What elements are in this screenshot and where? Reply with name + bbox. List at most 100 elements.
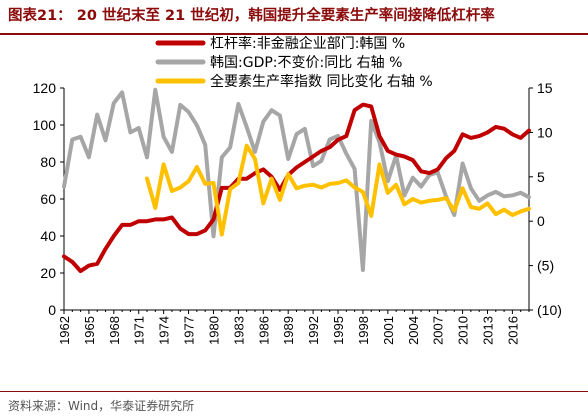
- series-1-point: [311, 164, 315, 168]
- source-note: 资料来源：Wind，华泰证券研究所: [8, 399, 195, 413]
- series-1-point: [486, 194, 489, 197]
- series-0-point: [511, 133, 514, 136]
- series-0-point: [154, 218, 157, 221]
- series-1-point: [386, 180, 389, 183]
- series-0-point: [453, 149, 456, 153]
- series-1-point: [370, 119, 373, 123]
- series-2-point: [278, 198, 282, 202]
- series-0-point: [328, 146, 331, 149]
- x-tick-label: 2004: [406, 316, 421, 345]
- legend-label: 杠杆率:非金融企业部门:韩国 %: [210, 35, 405, 52]
- series-1-point: [411, 176, 414, 179]
- series-1-point: [336, 134, 340, 138]
- x-tick-label: 2013: [480, 316, 495, 345]
- series-1-point: [195, 124, 199, 127]
- x-tick-label: 2001: [381, 316, 396, 345]
- left-tick-label: 100: [33, 117, 57, 133]
- series-1-point: [112, 101, 116, 105]
- series-0-point: [370, 105, 373, 108]
- series-1-point: [278, 114, 282, 117]
- series-0-point: [129, 223, 132, 227]
- series-1-point: [295, 133, 298, 136]
- series-1-point: [220, 156, 223, 159]
- x-tick-label: 1980: [206, 316, 221, 345]
- series-1-point: [519, 191, 522, 194]
- left-tick-label: 20: [40, 265, 56, 281]
- x-tick-label: 2007: [431, 316, 446, 345]
- series-1-point: [228, 146, 232, 149]
- series-0-point: [444, 157, 448, 160]
- series-2-point: [237, 181, 240, 185]
- series-0-point: [179, 227, 182, 230]
- left-tick-label: 120: [33, 80, 57, 96]
- series-2-point: [345, 179, 348, 182]
- series-1-point: [511, 194, 514, 197]
- series-0-point: [204, 229, 207, 232]
- series-1-point: [187, 110, 190, 114]
- series-2-point: [370, 214, 373, 218]
- series-0-point: [378, 134, 381, 138]
- series-1-point: [328, 138, 331, 141]
- series-1-point: [79, 135, 82, 138]
- series-1-point: [262, 120, 265, 123]
- series-0-point: [71, 260, 74, 264]
- series-0-point: [104, 247, 107, 251]
- series-2-point: [262, 202, 265, 205]
- series-0-point: [345, 134, 348, 138]
- series-0-point: [278, 188, 282, 191]
- series-0-point: [461, 133, 464, 136]
- series-2-point: [478, 207, 481, 210]
- series-0-point: [320, 149, 323, 153]
- left-axis-ticks: 0 20 40 60 80 100 120: [33, 80, 64, 318]
- x-tick-label: 2010: [456, 316, 471, 345]
- series-1-point: [403, 194, 406, 197]
- series-1-point: [129, 131, 132, 134]
- series-1-point: [62, 185, 66, 188]
- right-tick-label: (10): [537, 302, 562, 318]
- x-tick-label: 1974: [157, 316, 172, 345]
- series-2-point: [328, 182, 331, 186]
- series-1-point: [527, 196, 531, 199]
- series-2-point: [527, 207, 531, 210]
- series-0-point: [486, 131, 489, 134]
- series-2-point: [336, 181, 340, 185]
- series-2-point: [444, 196, 448, 200]
- series-2-point: [502, 208, 506, 211]
- right-axis-ticks: (10) (5) 0 5 10 15: [529, 80, 562, 318]
- series-0-point: [428, 171, 431, 175]
- series-2-point: [461, 187, 464, 190]
- series-1-point: [179, 103, 182, 107]
- series-2-point: [419, 201, 423, 204]
- series-2-point: [311, 183, 315, 186]
- series-0-point: [336, 138, 340, 141]
- chart-title: 图表21： 20 世纪末至 21 世纪初，韩国提升全要素生产率间接降低杠杆率: [8, 8, 495, 24]
- series-0-point: [162, 218, 165, 221]
- series-1-point: [104, 139, 107, 142]
- series-1-point: [71, 138, 74, 141]
- legend-label: 韩国:GDP:不变价:同比 右轴 %: [210, 55, 402, 71]
- series-2-point: [428, 199, 431, 202]
- series-line-1: [62, 87, 531, 272]
- left-tick-label: 40: [40, 228, 56, 244]
- x-axis-ticks: 1962 1965 1968 1971 1974 1977 1980 1983 1986 1989…: [57, 310, 530, 345]
- series-1-point: [345, 152, 348, 155]
- series-1-point: [320, 159, 323, 162]
- footer-divider: [0, 391, 588, 392]
- series-2-point: [245, 144, 248, 147]
- series-2-point: [170, 189, 174, 193]
- series-2-point: [320, 186, 323, 189]
- series-2-point: [253, 157, 257, 161]
- left-tick-label: 0: [48, 302, 56, 318]
- series-2-point: [220, 233, 223, 236]
- right-tick-label: 10: [537, 124, 553, 140]
- series-0-point: [303, 160, 306, 164]
- series-layer: [62, 87, 531, 274]
- x-tick-label: 1965: [82, 316, 97, 345]
- series-0-point: [353, 109, 356, 112]
- left-tick-label: 80: [40, 154, 56, 170]
- series-2-point: [179, 186, 182, 189]
- series-1-point: [453, 213, 456, 217]
- series-2-point: [195, 165, 199, 169]
- series-2-point: [204, 182, 207, 186]
- series-0-point: [96, 262, 99, 265]
